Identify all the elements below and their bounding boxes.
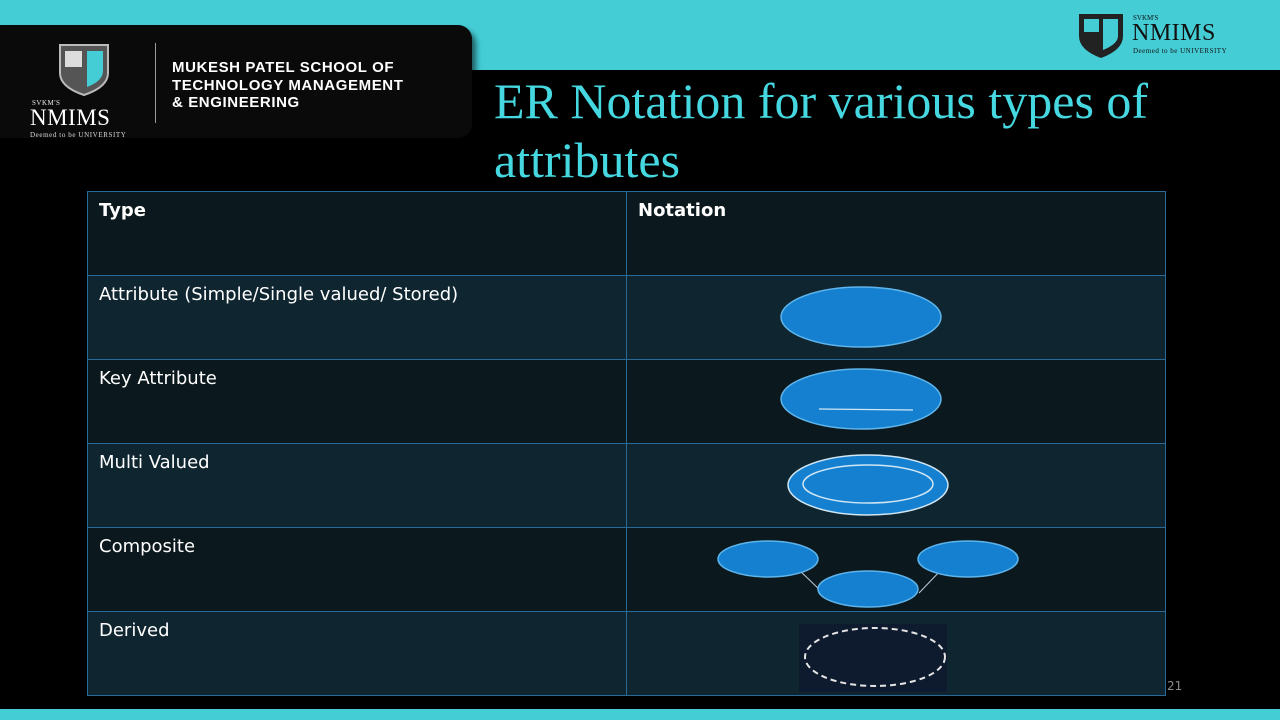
school-name-line: TECHNOLOGY MANAGEMENT bbox=[172, 76, 404, 94]
table-row: Composite bbox=[87, 527, 1166, 612]
school-banner: SVKM'S NMIMS Deemed to be UNIVERSITY MUK… bbox=[0, 25, 472, 139]
slide-title: ER Notation for various types of attribu… bbox=[494, 73, 1149, 188]
nmims-corner-logo: SVKM'S NMIMS Deemed to be UNIVERSITY bbox=[1075, 10, 1245, 62]
table-row: Attribute (Simple/Single valued/ Stored) bbox=[87, 275, 1166, 360]
notation-cell bbox=[626, 275, 1166, 360]
notation-cell bbox=[626, 443, 1166, 528]
type-cell: Key Attribute bbox=[87, 359, 627, 444]
school-name-line: MUKESH PATEL SCHOOL OF bbox=[172, 59, 395, 76]
type-cell: Composite bbox=[87, 527, 627, 612]
composite-attribute-ellipses bbox=[717, 540, 1019, 608]
multivalued-double-ellipse bbox=[787, 454, 949, 516]
shield-icon bbox=[1079, 14, 1123, 58]
brand-tagline: Deemed to be UNIVERSITY bbox=[1133, 47, 1228, 55]
notation-cell bbox=[626, 611, 1166, 696]
key-attribute-ellipse bbox=[780, 368, 942, 430]
school-name-line: & ENGINEERING bbox=[172, 94, 300, 111]
type-cell: Multi Valued bbox=[87, 443, 627, 528]
shield-icon bbox=[59, 44, 109, 97]
simple-attribute-ellipse bbox=[780, 286, 942, 348]
table-row: Key Attribute bbox=[87, 359, 1166, 444]
nmims-logo: SVKM'S NMIMS Deemed to be UNIVERSITY bbox=[24, 43, 144, 139]
notation-table: Type Notation Attribute (Simple/Single v… bbox=[87, 191, 1166, 696]
table-header-row: Type Notation bbox=[87, 191, 1166, 276]
type-cell: Derived bbox=[87, 611, 627, 696]
header-cell-type: Type bbox=[87, 191, 627, 276]
type-cell: Attribute (Simple/Single valued/ Stored) bbox=[87, 275, 627, 360]
school-name: MUKESH PATEL SCHOOL OF TECHNOLOGY MANAGE… bbox=[172, 59, 404, 112]
notation-cell bbox=[626, 527, 1166, 612]
table-row: Derived bbox=[87, 611, 1166, 696]
derived-dashed-ellipse bbox=[799, 624, 947, 692]
brand-small-text: SVKM'S bbox=[1133, 14, 1159, 22]
bottom-accent-bar bbox=[0, 709, 1280, 720]
notation-cell bbox=[626, 359, 1166, 444]
header-cell-notation: Notation bbox=[626, 191, 1166, 276]
table-row: Multi Valued bbox=[87, 443, 1166, 528]
brand-small-text: SVKM'S bbox=[32, 99, 61, 107]
brand-name: NMIMS bbox=[30, 105, 111, 130]
brand-name: NMIMS bbox=[1132, 20, 1216, 46]
brand-tagline: Deemed to be UNIVERSITY bbox=[30, 131, 127, 139]
page-number: 21 bbox=[1167, 679, 1183, 693]
banner-divider bbox=[155, 43, 156, 123]
